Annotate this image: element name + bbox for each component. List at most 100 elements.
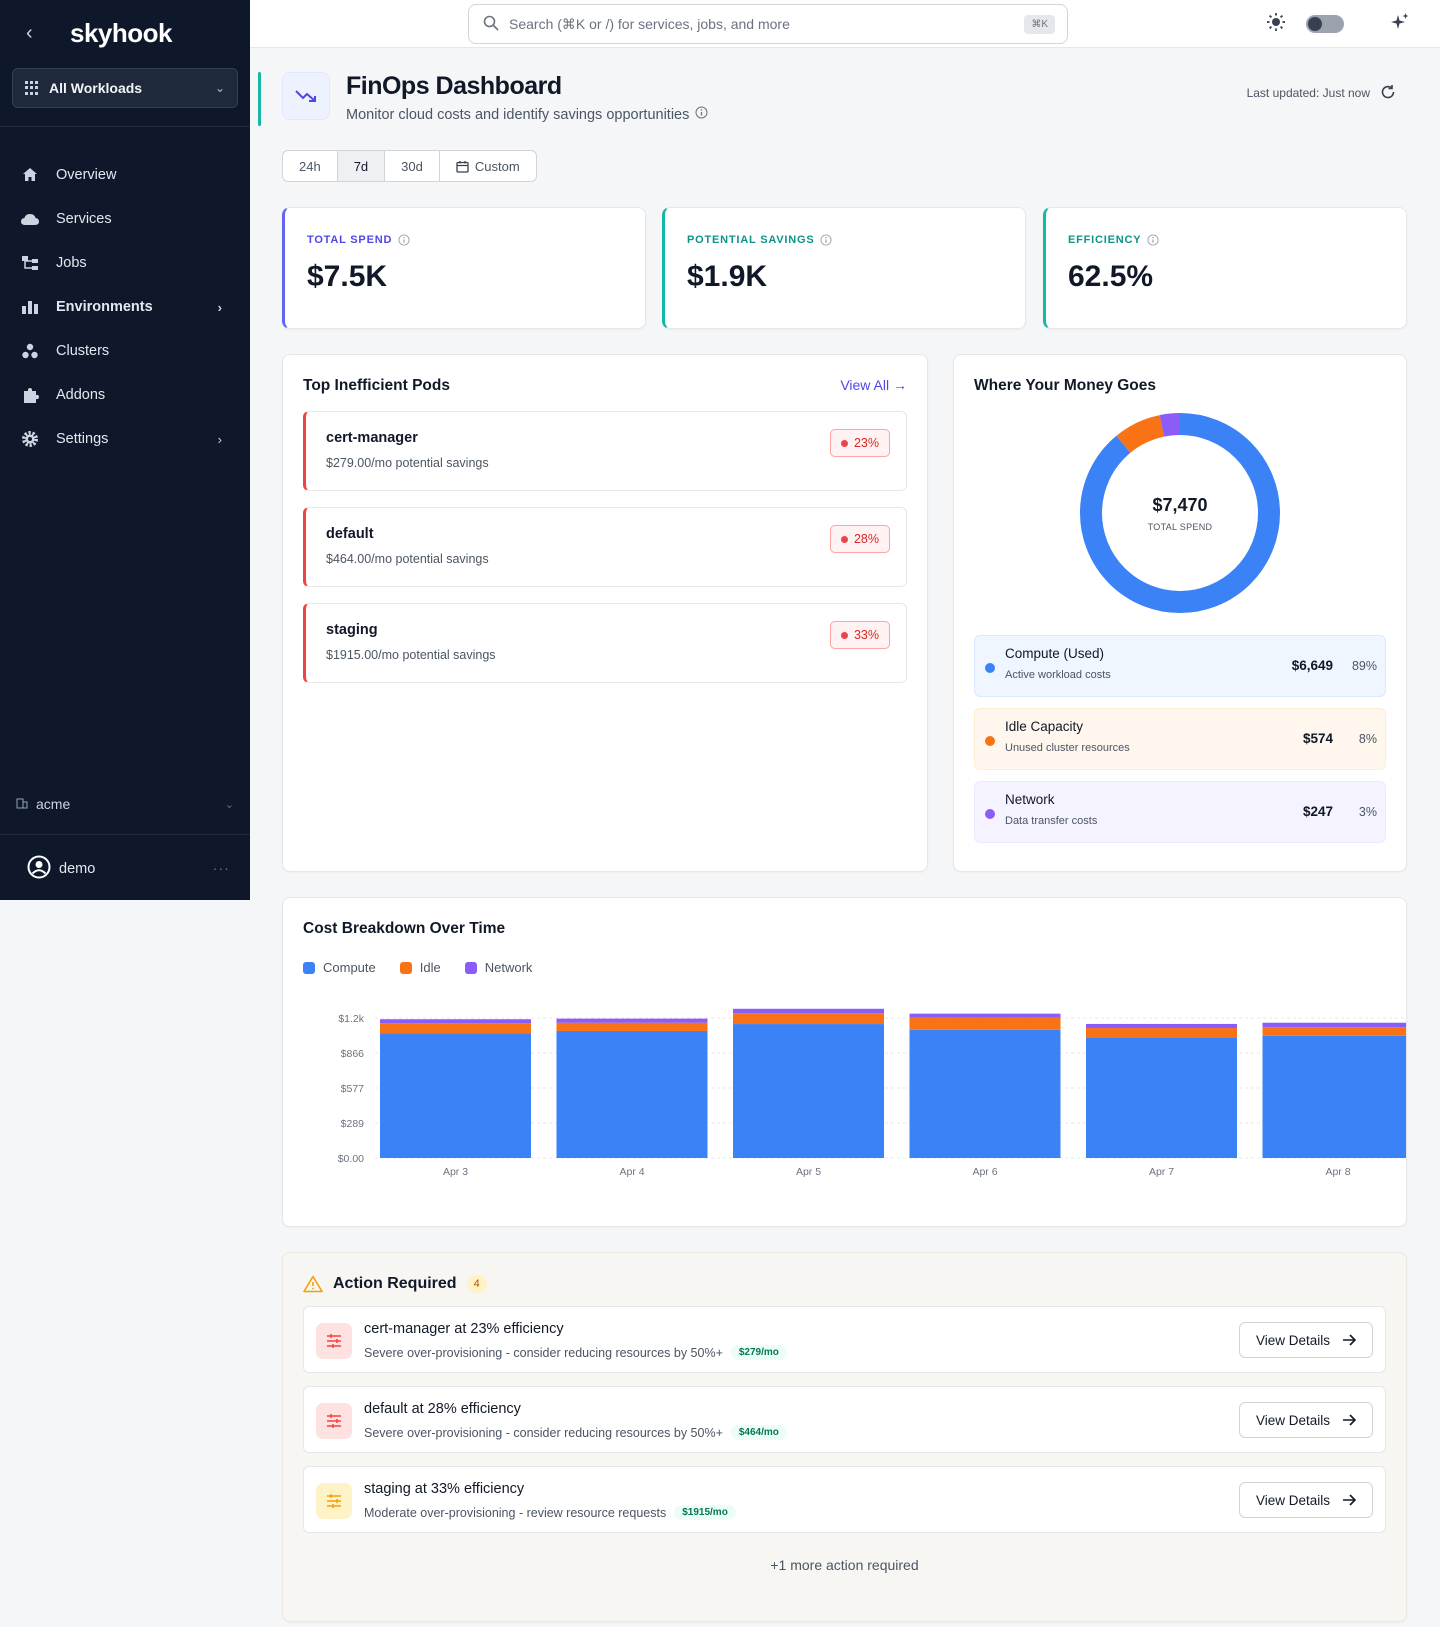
legend-item-idle[interactable]: Idle [399,960,441,975]
legend-label: Idle [419,960,441,975]
bar-compute-2[interactable] [733,1024,884,1158]
bar-idle-0[interactable] [380,1023,531,1034]
kpi-value: 62.5% [1068,260,1154,293]
inefficient-pods-card: Top Inefficient Pods View All → cert-man… [282,354,928,872]
home-icon [20,165,40,185]
sun-icon[interactable] [1266,12,1286,37]
divider [0,834,250,835]
warning-icon [303,1275,323,1293]
org-name: acme [36,796,71,812]
breakdown-desc: Active workload costs [1005,669,1111,681]
refresh-icon[interactable] [1380,84,1396,105]
info-icon[interactable] [695,106,708,123]
range-option-7d[interactable]: 7d [337,151,386,181]
bar-compute-5[interactable] [1262,1035,1407,1158]
sidebar-item-addons[interactable]: Addons [0,373,250,417]
sparkle-icon[interactable] [1390,12,1410,37]
bar-idle-5[interactable] [1262,1027,1407,1036]
sidebar-item-services[interactable]: Services [0,197,250,241]
x-tick-label: Apr 5 [796,1166,821,1178]
bar-compute-0[interactable] [380,1033,531,1158]
chevron-right-icon: › [217,431,222,447]
user-menu[interactable]: demo ··· [27,855,230,883]
breakdown-item-idle[interactable]: Idle Capacity Unused cluster resources $… [974,708,1386,770]
breakdown-desc: Unused cluster resources [1005,742,1130,754]
status-dot [840,439,848,447]
info-icon[interactable] [398,234,410,246]
bar-compute-3[interactable] [909,1029,1061,1158]
x-tick-label: Apr 4 [619,1166,644,1178]
pod-item[interactable]: staging $1915.00/mo potential savings 33… [303,603,907,683]
last-updated: Last updated: Just now [1246,86,1370,100]
efficiency-value: 23% [853,436,879,450]
bar-idle-3[interactable] [909,1017,1061,1030]
action-desc-row: Severe over-provisioning - consider redu… [364,1345,1385,1360]
view-all-link[interactable]: View All → [840,377,907,393]
kpi-label: EFFICIENCY [1068,234,1384,246]
bar-network-1[interactable] [556,1018,708,1023]
bar-idle-2[interactable] [733,1013,884,1025]
bar-network-4[interactable] [1086,1023,1237,1029]
sidebar-item-label: Settings [56,431,109,447]
theme-toggle[interactable] [1306,15,1344,33]
breakdown-amount: $247 [1302,804,1333,819]
pod-item[interactable]: default $464.00/mo potential savings 28% [303,507,907,587]
cost-breakdown-card: Cost Breakdown Over Time Compute Idle Ne… [282,897,1407,1227]
x-tick-label: Apr 6 [972,1166,997,1178]
savings-chip: $464/mo [730,1425,787,1440]
range-option-24h[interactable]: 24h [283,151,338,181]
more-actions-link[interactable]: +1 more action required [770,1557,919,1573]
view-details-button[interactable]: View Details [1238,1322,1373,1358]
action-item: staging at 33% efficiency Moderate over-… [303,1466,1386,1533]
bar-idle-4[interactable] [1086,1028,1237,1038]
sidebar-item-clusters[interactable]: Clusters [0,329,250,373]
range-option-custom[interactable]: Custom [440,151,536,181]
kpi-efficiency: EFFICIENCY 62.5% [1043,207,1407,329]
bar-network-0[interactable] [380,1019,531,1024]
pod-item[interactable]: cert-manager $279.00/mo potential saving… [303,411,907,491]
sidebar-item-settings[interactable]: Settings › [0,417,250,461]
y-tick-label: $866 [341,1048,365,1060]
jobs-icon [20,253,40,273]
view-details-button[interactable]: View Details [1238,1482,1373,1518]
org-selector[interactable]: acme ⌄ [16,796,234,812]
range-option-30d[interactable]: 30d [385,151,440,181]
money-breakdown-card: Where Your Money Goes $7,470 TOTAL SPEND… [953,354,1407,872]
sidebar-item-environments[interactable]: Environments › [0,285,250,329]
legend-item-network[interactable]: Network [464,960,532,975]
donut-slice-2[interactable] [1080,413,1280,613]
y-tick-label: $577 [341,1083,365,1095]
action-desc: Severe over-provisioning - consider redu… [364,1345,723,1360]
breakdown-item-compute[interactable]: Compute (Used) Active workload costs $6,… [974,635,1386,697]
x-tick-label: Apr 3 [443,1166,468,1178]
legend-item-compute[interactable]: Compute [303,960,376,975]
sidebar-item-overview[interactable]: Overview [0,153,250,197]
savings-chip: $1915/mo [674,1505,736,1520]
kpi-label-text: POTENTIAL SAVINGS [687,234,815,246]
sidebar-item-label: Overview [56,167,117,183]
bar-compute-1[interactable] [556,1030,708,1158]
more-icon[interactable]: ··· [212,861,230,877]
bar-network-5[interactable] [1262,1022,1407,1028]
info-icon[interactable] [820,234,833,246]
action-title: staging at 33% efficiency [364,1481,525,1497]
bar-network-3[interactable] [909,1013,1061,1018]
range-option-custom-label: Custom [474,158,520,174]
workload-selector[interactable]: All Workloads ⌄ [12,68,238,108]
bar-compute-4[interactable] [1086,1038,1237,1158]
view-details-button[interactable]: View Details [1238,1402,1373,1438]
info-icon[interactable] [1147,234,1159,246]
search-input[interactable]: Search (⌘K or /) for services, jobs, and… [468,4,1068,44]
bar-network-2[interactable] [733,1008,884,1014]
breakdown-item-network[interactable]: Network Data transfer costs $247 3% [974,781,1386,843]
sidebar-item-jobs[interactable]: Jobs [0,241,250,285]
shortcut-badge: ⌘K [1024,14,1055,34]
legend-swatch [464,961,477,974]
chart-title: Cost Breakdown Over Time [303,920,506,937]
efficiency-value: 28% [853,532,879,546]
collapse-sidebar-icon[interactable]: ‹ [26,21,33,44]
sidebar-item-label: Services [56,211,112,227]
kpi-label-text: TOTAL SPEND [307,234,393,246]
chart-legend: Compute Idle Network [303,960,1386,975]
bar-idle-1[interactable] [556,1022,708,1031]
